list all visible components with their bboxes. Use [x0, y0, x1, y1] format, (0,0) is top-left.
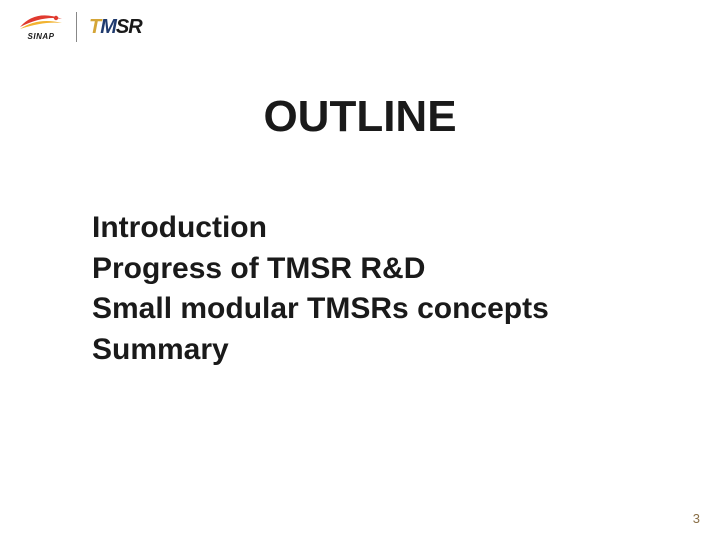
- tmsr-logo-t: T: [89, 16, 100, 39]
- tmsr-logo-sr: SR: [116, 16, 142, 39]
- logo-area: SINAP TMSR: [18, 12, 142, 42]
- tmsr-logo-m: M: [100, 16, 116, 39]
- page-number: 3: [693, 511, 700, 526]
- sinap-swoosh-icon: [18, 13, 64, 31]
- sinap-logo-text: SINAP: [28, 32, 55, 41]
- slide-title: OUTLINE: [0, 92, 720, 142]
- outline-item: Introduction: [92, 208, 549, 249]
- outline-list: Introduction Progress of TMSR R&D Small …: [92, 208, 549, 370]
- tmsr-logo: TMSR: [89, 16, 142, 39]
- outline-item: Summary: [92, 330, 549, 371]
- sinap-logo: SINAP: [18, 13, 64, 41]
- slide: SINAP TMSR OUTLINE Introduction Progress…: [0, 0, 720, 540]
- logo-divider: [76, 12, 77, 42]
- outline-item: Small modular TMSRs concepts: [92, 289, 549, 330]
- outline-item: Progress of TMSR R&D: [92, 249, 549, 290]
